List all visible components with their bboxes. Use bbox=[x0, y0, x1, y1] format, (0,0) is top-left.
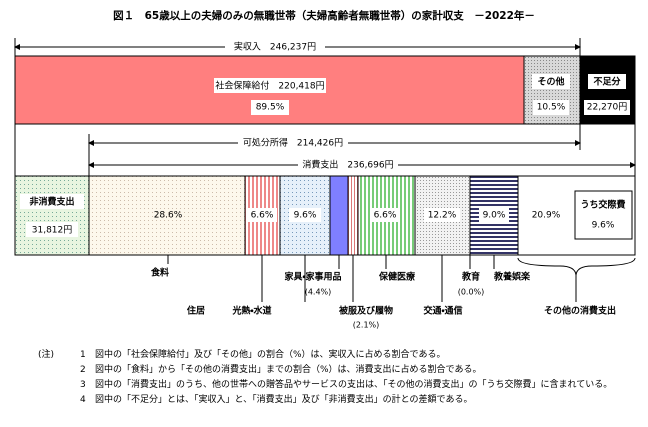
consumption-arrow: 消費支出 236,696円 bbox=[88, 124, 636, 176]
category-share: (4.4%) bbox=[305, 288, 332, 297]
leaders bbox=[167, 255, 636, 302]
category-label: 教育 bbox=[461, 271, 480, 283]
segment-label: 社会保障給付 220,418円 bbox=[215, 80, 324, 92]
category-label: 住居 bbox=[186, 305, 205, 317]
segment-share: 9.0% bbox=[483, 211, 506, 221]
spending-bar: 非消費支出 31,812円 28.6% 6.6% 9.6% 6.6% 12.2%… bbox=[14, 175, 636, 256]
note-number: 4 bbox=[80, 395, 86, 405]
segment-share: 89.5% bbox=[256, 103, 285, 113]
segment-label: 不足分 bbox=[593, 76, 621, 88]
category-labels: 食料 住居 光熱・水道 家具・家事用品 (4.4%) 被服及び履物 (2.1%)… bbox=[150, 267, 616, 330]
category-label: 光熱・水道 bbox=[231, 305, 272, 317]
note-number: 2 bbox=[80, 365, 86, 375]
income-arrow: 実収入 246,237円 bbox=[14, 38, 581, 56]
disposable-arrow: 可処分所得 214,426円 bbox=[14, 124, 581, 176]
notes: 1 図中の「社会保障給付」及び「その他」の割合（%）は、実収入に占める割合である。… bbox=[80, 348, 635, 408]
note-item: 4 図中の「不足分」とは、「実収入」と、「消費支出」及び「非消費支出」の計との差額… bbox=[80, 393, 635, 408]
segment-share: 6.6% bbox=[251, 211, 274, 221]
category-share: (0.0%) bbox=[458, 288, 485, 297]
segment-amount: 31,812円 bbox=[32, 225, 73, 236]
note-text: 図中の「食料」から「その他の消費支出」までの割合（%）は、消費支出に占める割合で… bbox=[95, 365, 482, 375]
category-label: その他の消費支出 bbox=[544, 305, 616, 317]
segment-label: 非消費支出 bbox=[29, 196, 74, 208]
note-item: 3 図中の「消費支出」のうち、他の世帯への贈答品やサービスの支出は、「その他の消費… bbox=[80, 378, 635, 393]
segment-share: 9.6% bbox=[294, 211, 317, 221]
segment-share: 12.2% bbox=[428, 211, 457, 221]
note-text: 図中の「消費支出」のうち、他の世帯への贈答品やサービスの支出は、「その他の消費支… bbox=[95, 380, 613, 390]
note-item: 1 図中の「社会保障給付」及び「その他」の割合（%）は、実収入に占める割合である。 bbox=[80, 348, 635, 363]
category-label: 交通・通信 bbox=[423, 305, 462, 317]
segment-share: 20.9% bbox=[532, 211, 561, 221]
note-text: 図中の「社会保障給付」及び「その他」の割合（%）は、実収入に占める割合である。 bbox=[95, 350, 446, 360]
segment-share: 28.6% bbox=[154, 211, 183, 221]
category-label: 家具・家事用品 bbox=[284, 271, 341, 283]
segment-share: 6.6% bbox=[374, 211, 397, 221]
diagram: 図１ 65歳以上の夫婦のみの無職世帯（夫婦高齢者無職世帯）の家計収支 －2022… bbox=[14, 9, 636, 330]
income-bar: 社会保障給付 220,418円 89.5% その他 10.5% 不足分 22,2… bbox=[14, 55, 636, 125]
note-text: 図中の「不足分」とは、「実収入」と、「消費支出」及び「非消費支出」の計との差額で… bbox=[95, 395, 473, 405]
segment-share: 9.6% bbox=[592, 221, 615, 231]
category-label: 教養娯楽 bbox=[493, 271, 531, 283]
note-number: 1 bbox=[80, 350, 86, 360]
disposable-label: 可処分所得 214,426円 bbox=[243, 137, 343, 149]
category-label: 食料 bbox=[150, 267, 169, 279]
segment-label: うち交際費 bbox=[580, 199, 625, 211]
consumption-label: 消費支出 236,696円 bbox=[302, 159, 393, 171]
segment-label: その他 bbox=[537, 76, 564, 88]
segment-share: 10.5% bbox=[537, 103, 566, 113]
category-label: 被服及び履物 bbox=[338, 305, 393, 317]
income-label: 実収入 246,237円 bbox=[234, 41, 316, 53]
category-label: 保健医療 bbox=[378, 271, 416, 283]
category-share: (2.1%) bbox=[353, 321, 380, 330]
note-item: 2 図中の「食料」から「その他の消費支出」までの割合（%）は、消費支出に占める割合… bbox=[80, 363, 635, 378]
segment-share: 22,270円 bbox=[587, 102, 628, 113]
title: 図１ 65歳以上の夫婦のみの無職世帯（夫婦高齢者無職世帯）の家計収支 －2022… bbox=[113, 9, 535, 22]
notes-marker: (注) bbox=[38, 350, 55, 360]
note-number: 3 bbox=[80, 380, 86, 390]
